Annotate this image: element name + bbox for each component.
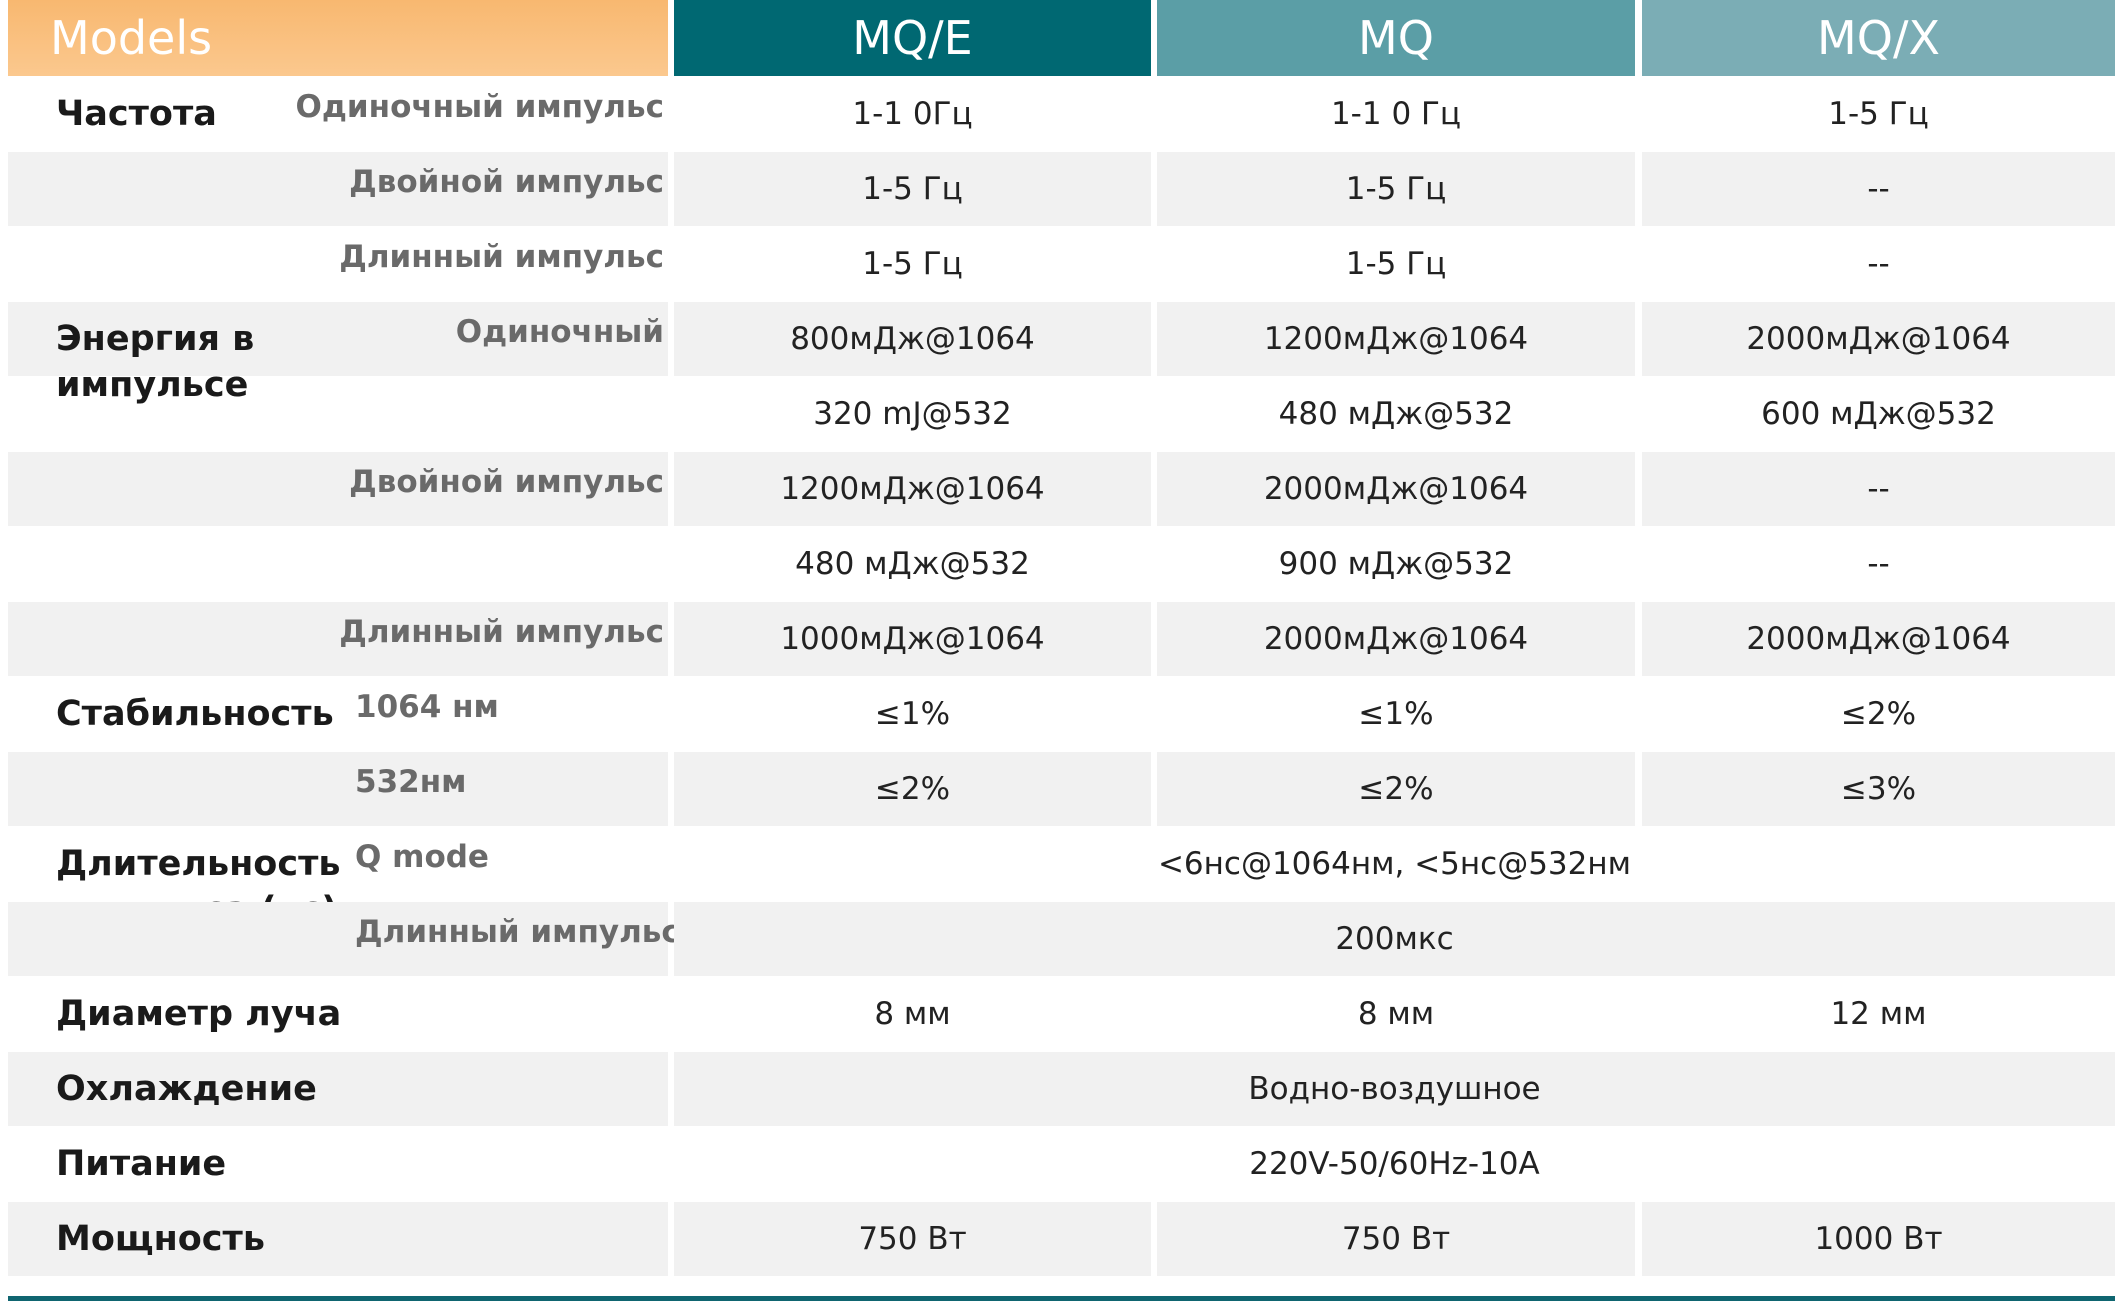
- sub-label: Одиночный импульс: [295, 89, 664, 125]
- param-label: Диаметр луча: [56, 994, 342, 1034]
- value-cell: 1-5 Гц: [1345, 246, 1447, 282]
- sub-label: Двойной импульс: [349, 164, 664, 200]
- sub-label: Одиночный: [455, 314, 664, 350]
- sub-label: Длинный импульс: [339, 614, 664, 650]
- sub-label: 1064 нм: [355, 689, 499, 725]
- sub-label: 532нм: [355, 764, 467, 800]
- value-cell: 1-5 Гц: [1828, 96, 1929, 132]
- value-cell: 2000мДж@1064: [1157, 452, 1635, 526]
- value-cell: 200мкс: [674, 902, 2115, 976]
- label-cell: [8, 1202, 668, 1276]
- value-cell: 1200мДж@1064: [674, 452, 1151, 526]
- sub-label: Длинный импульс: [355, 914, 680, 950]
- value-cell: 320 mJ@532: [813, 396, 1012, 432]
- value-cell: 800мДж@1064: [674, 302, 1151, 376]
- value-cell: 750 Вт: [1157, 1202, 1635, 1276]
- value-cell: 1000мДж@1064: [674, 602, 1151, 676]
- value-cell: 750 Вт: [674, 1202, 1151, 1276]
- param-label: Энергия в импульсе: [56, 319, 255, 405]
- param-label: Охлаждение: [56, 1069, 317, 1109]
- label-cell: [8, 752, 668, 826]
- value-cell: ≤2%: [1157, 752, 1635, 826]
- value-cell: ≤1%: [874, 696, 951, 732]
- model-header: MQ/X: [1642, 0, 2115, 76]
- value-cell: ≤2%: [674, 752, 1151, 826]
- value-cell: 900 мДж@532: [1278, 546, 1514, 582]
- value-cell: 1-5 Гц: [1157, 152, 1635, 226]
- value-cell: --: [1867, 546, 1890, 582]
- value-cell: --: [1867, 246, 1890, 282]
- value-cell: --: [1642, 452, 2115, 526]
- param-label: Питание: [56, 1144, 227, 1184]
- label-cell: [8, 902, 668, 976]
- value-cell: 2000мДж@1064: [1642, 602, 2115, 676]
- label-cell: [8, 1052, 668, 1126]
- value-cell: 1000 Вт: [1642, 1202, 2115, 1276]
- value-cell: 1-1 0 Гц: [1330, 96, 1462, 132]
- value-cell: 2000мДж@1064: [1642, 302, 2115, 376]
- value-cell: 8 мм: [874, 996, 951, 1032]
- label-cell: [8, 527, 668, 601]
- value-cell: 480 мДж@532: [795, 546, 1030, 582]
- value-cell: ≤2%: [1840, 696, 1917, 732]
- label-cell: [8, 152, 668, 226]
- label-cell: [8, 302, 668, 376]
- label-cell: [8, 377, 668, 451]
- sub-label: Длинный импульс: [339, 239, 664, 275]
- param-label: Стабильность: [56, 694, 334, 734]
- value-cell: 1-5 Гц: [862, 246, 963, 282]
- value-cell: 1-5 Гц: [674, 152, 1151, 226]
- value-cell: 1200мДж@1064: [1157, 302, 1635, 376]
- value-cell: <6нс@1064нм, <5нс@532нм: [1157, 846, 1632, 882]
- value-cell: Водно-воздушное: [674, 1052, 2115, 1126]
- value-cell: 2000мДж@1064: [1157, 602, 1635, 676]
- value-cell: 600 мДж@532: [1761, 396, 1996, 432]
- value-cell: 12 мм: [1830, 996, 1927, 1032]
- models-header: Models: [8, 0, 668, 76]
- bottom-rule: [8, 1296, 2115, 1301]
- label-cell: [8, 602, 668, 676]
- value-cell: ≤3%: [1642, 752, 2115, 826]
- param-label: Мощность: [56, 1219, 265, 1259]
- param-label: Частота: [56, 94, 217, 134]
- value-cell: 480 мДж@532: [1278, 396, 1514, 432]
- value-cell: 220V-50/60Hz-10A: [1249, 1146, 1540, 1182]
- sub-label: Двойной импульс: [349, 464, 664, 500]
- model-header: MQ: [1157, 0, 1635, 76]
- model-header: MQ/E: [674, 0, 1151, 76]
- label-cell: [8, 452, 668, 526]
- value-cell: --: [1642, 152, 2115, 226]
- sub-label: Q mode: [355, 839, 489, 875]
- value-cell: ≤1%: [1358, 696, 1434, 732]
- value-cell: 1-1 0Гц: [852, 96, 973, 132]
- value-cell: 8 мм: [1357, 996, 1435, 1032]
